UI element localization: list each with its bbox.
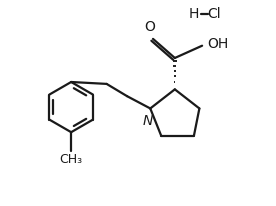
Text: O: O [144,20,155,34]
Text: Cl: Cl [208,7,221,21]
Text: CH₃: CH₃ [60,153,83,166]
Text: H: H [189,7,199,21]
Text: N: N [143,115,153,129]
Text: OH: OH [207,37,228,51]
